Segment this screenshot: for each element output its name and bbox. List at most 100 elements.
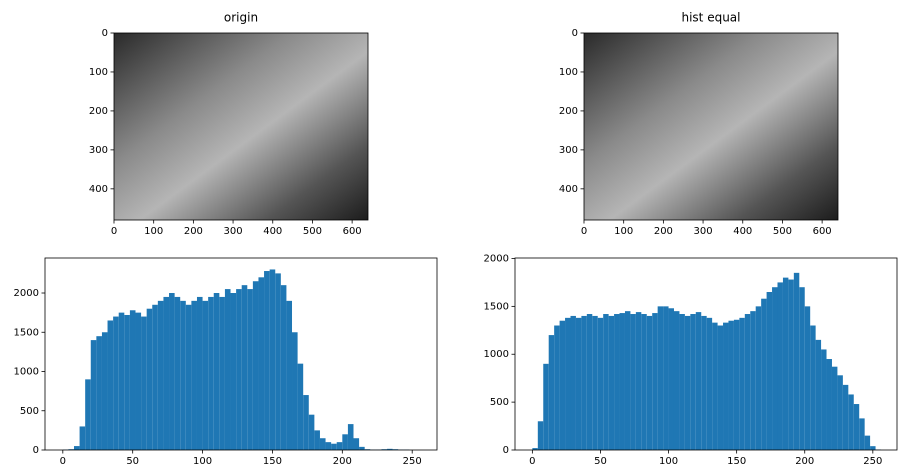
bar [717,325,724,450]
bar [728,320,734,450]
bar [690,314,696,450]
y-tick-label: 2000 [14,288,39,299]
bar [673,311,680,450]
x-tick-label: 0 [581,226,587,237]
y-tick-label: 100 [559,67,578,78]
bar [761,298,767,450]
bar [319,438,326,450]
x-tick-label: 250 [863,456,882,467]
bar [679,314,685,450]
bar [236,289,242,450]
bar [793,272,800,450]
bar [247,289,253,450]
bar [107,320,114,450]
bar [347,424,354,450]
bar [575,317,582,450]
bar [603,314,609,450]
bar [90,340,97,450]
bar [777,282,783,450]
x-tick-label: 50 [594,456,607,467]
bar [292,332,298,450]
bar [630,314,636,450]
bar [864,435,871,450]
bar [79,426,86,450]
x-tick-label: 200 [654,226,673,237]
y-tick-label: 300 [559,145,578,156]
bar [859,418,865,450]
x-tick-label: 400 [263,226,282,237]
bar [821,349,827,450]
bar [146,308,153,450]
bar [657,306,664,450]
bar [230,293,237,450]
bar [624,311,631,450]
y-tick-label: 1000 [14,367,39,378]
photo [584,33,838,220]
bar [581,315,587,450]
subplot: 0 100 200 300 400 500 600 0 100 200 300 400 origin [89,11,369,237]
bar [614,314,620,450]
x-tick-label: 50 [126,456,139,467]
bar [135,312,142,450]
bar [554,325,560,450]
x-tick-label: 100 [193,456,212,467]
bar [543,363,549,450]
bar [325,442,332,450]
bar [113,316,119,450]
axes-frame [113,32,369,221]
bar [870,446,876,450]
subplot: 0 50 100 150 200 250 0 500 1000 1500 2000 [14,257,438,467]
bar [597,317,604,450]
bar [548,335,555,450]
bar [331,443,337,450]
bar [275,273,281,450]
x-tick-label: 100 [144,226,163,237]
y-tick-label: 1000 [484,349,509,360]
bar [152,304,158,450]
bar [202,300,209,450]
bar [224,289,231,450]
x-tick-label: 200 [184,226,203,237]
bar [695,312,702,450]
bar [646,315,653,450]
x-tick-label: 100 [659,456,678,467]
bar [635,312,642,450]
x-tick-label: 300 [224,226,243,237]
bar [532,448,538,450]
bar [772,287,778,450]
bar [842,384,849,450]
bar [191,300,197,450]
bar [826,359,832,450]
bar [264,271,270,450]
bar [308,414,315,450]
x-tick-label: 100 [614,226,633,237]
bar [96,336,102,450]
bar [286,300,293,450]
x-tick-label: 500 [773,226,792,237]
bar [744,314,751,450]
bar [831,366,838,450]
x-tick-label: 250 [403,456,422,467]
bar [169,293,175,450]
x-tick-label: 400 [733,226,752,237]
bar [213,293,220,450]
bar [663,306,669,450]
y-tick-label: 0 [503,445,509,456]
x-tick-label: 200 [795,456,814,467]
bar [118,312,125,450]
bar [258,277,265,450]
bar [799,287,805,450]
y-tick-label: 0 [572,28,578,39]
y-tick-label: 2000 [484,253,509,264]
bar [85,379,91,450]
photo [114,33,368,220]
bar [180,300,186,450]
bar [608,315,615,450]
bar [848,394,854,450]
bar [701,315,707,450]
y-tick-label: 300 [89,145,108,156]
x-tick-label: 0 [111,226,117,237]
subplot-title: origin [224,11,258,25]
bar [185,304,192,450]
bar [592,315,598,450]
